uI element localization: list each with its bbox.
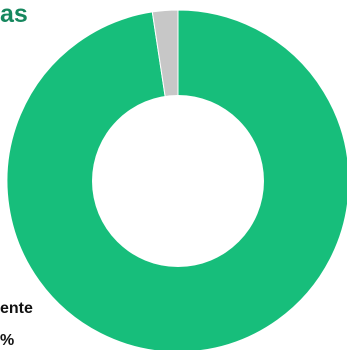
slice-label-line1: ente <box>0 300 33 317</box>
chart-title-fragment: as <box>0 0 28 28</box>
donut-hole <box>92 95 264 267</box>
slice-label-line2: % <box>0 332 15 349</box>
